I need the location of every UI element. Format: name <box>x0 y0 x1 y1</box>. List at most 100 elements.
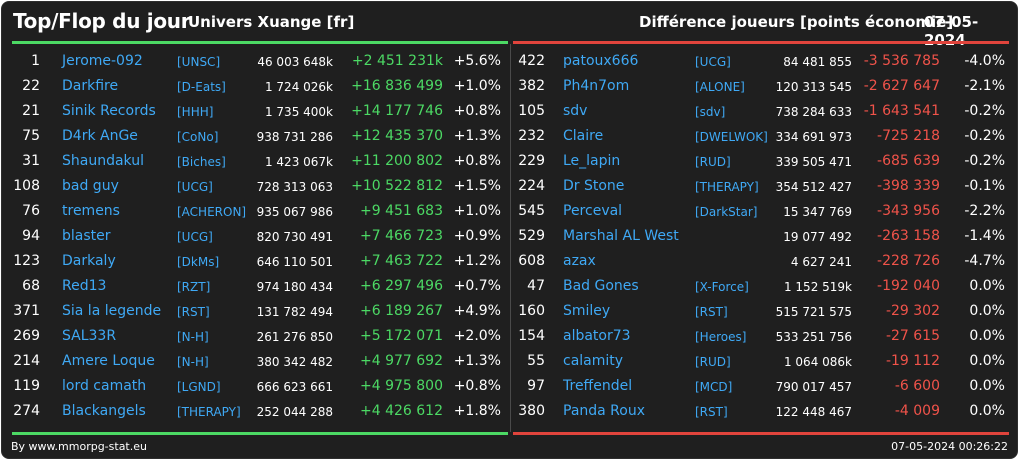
alliance-tag-link[interactable]: [CoNo] <box>177 130 219 144</box>
header: Top/Flop du jour Univers Xuange [fr] Dif… <box>2 2 1017 49</box>
percent-change: +0.7% <box>453 278 501 294</box>
alliance-tag-link[interactable]: [N-H] <box>177 355 209 369</box>
alliance-tag-link[interactable]: [UCG] <box>695 55 731 69</box>
points-difference: +7 463 722 <box>360 253 443 269</box>
player-name-link[interactable]: albator73 <box>563 328 631 344</box>
table-row: 105 sdv [sdv] 738 284 633 -1 643 541 -0.2% <box>513 99 1009 124</box>
percent-change: -4.0% <box>964 53 1005 69</box>
player-name-link[interactable]: tremens <box>62 203 120 219</box>
player-name-link[interactable]: Panda Roux <box>563 403 646 419</box>
player-name-link[interactable]: Darkfire <box>62 78 119 94</box>
percent-change: +2.0% <box>453 328 501 344</box>
alliance-tag-link[interactable]: [DWELWOK] <box>695 130 768 144</box>
alliance-tag-link[interactable]: [RST] <box>695 305 728 319</box>
alliance-tag-link[interactable]: [ALONE] <box>695 80 745 94</box>
percent-change: -0.2% <box>964 128 1005 144</box>
player-name-link[interactable]: Claire <box>563 128 604 144</box>
alliance-tag-link[interactable]: [DarkStar] <box>695 205 758 219</box>
alliance-tag-link[interactable]: [Heroes] <box>695 330 747 344</box>
table-row: 274 Blackangels [THERAPY] 252 044 288 +4 426… <box>12 399 508 424</box>
alliance-tag-link[interactable]: [ACHERON] <box>177 205 247 219</box>
percent-change: -0.1% <box>964 178 1005 194</box>
player-name-link[interactable]: D4rk AnGe <box>62 128 138 144</box>
alliance-tag-link[interactable]: [X-Force] <box>695 280 749 294</box>
percent-change: +0.9% <box>453 228 501 244</box>
player-rank: 229 <box>518 153 545 169</box>
player-name-link[interactable]: SAL33R <box>62 328 117 344</box>
column-divider <box>510 44 511 432</box>
percent-change: 0.0% <box>969 278 1005 294</box>
player-rank: 154 <box>518 328 545 344</box>
top-losers-list: 422 patoux666 [UCG] 84 481 855 -3 536 785 -4.… <box>513 49 1009 424</box>
player-name-link[interactable]: Smiley <box>563 303 611 319</box>
player-name-link[interactable]: bad guy <box>62 178 119 194</box>
player-name-link[interactable]: azax <box>563 253 596 269</box>
player-total-points: 533 251 756 <box>775 330 852 344</box>
player-name-link[interactable]: Perceval <box>563 203 623 219</box>
player-name-link[interactable]: Treffendel <box>563 378 633 394</box>
table-row: 380 Panda Roux [RST] 122 448 467 -4 009 0.0% <box>513 399 1009 424</box>
player-name-link[interactable]: Amere Loque <box>62 353 155 369</box>
player-name-link[interactable]: Sia la legende <box>62 303 162 319</box>
alliance-tag-link[interactable]: [THERAPY] <box>695 180 759 194</box>
server-name: Univers Xuange [fr] <box>188 13 355 31</box>
alliance-tag-link[interactable]: [RUD] <box>695 155 731 169</box>
player-name-link[interactable]: Blackangels <box>62 403 146 419</box>
player-name-link[interactable]: Shaundakul <box>62 153 144 169</box>
points-difference: +12 435 370 <box>351 128 443 144</box>
player-rank: 31 <box>22 153 40 169</box>
alliance-tag-link[interactable]: [RST] <box>177 305 210 319</box>
player-name-link[interactable]: lord camath <box>62 378 147 394</box>
player-name-link[interactable]: Le_lapin <box>563 153 621 169</box>
player-name-link[interactable]: patoux666 <box>563 53 639 69</box>
table-row: 224 Dr Stone [THERAPY] 354 512 427 -398 339 -… <box>513 174 1009 199</box>
player-name-link[interactable]: Darkaly <box>62 253 116 269</box>
alliance-tag-link[interactable]: [THERAPY] <box>177 405 241 419</box>
metric-label: Différence joueurs [points économie] <box>639 13 954 31</box>
alliance-tag-link[interactable]: [MCD] <box>695 380 733 394</box>
player-name-link[interactable]: Sinik Records <box>62 103 156 119</box>
table-row: 371 Sia la legende [RST] 131 782 494 +6 189 … <box>12 299 508 324</box>
alliance-tag-link[interactable]: [RST] <box>695 405 728 419</box>
player-rank: 1 <box>31 53 40 69</box>
table-row: 1 Jerome-092 [UNSC] 46 003 648k +2 451 231k +… <box>12 49 508 74</box>
alliance-tag-link[interactable]: [LGND] <box>177 380 221 394</box>
points-difference: -228 726 <box>877 253 940 269</box>
alliance-tag-link[interactable]: [RUD] <box>695 355 731 369</box>
player-rank: 21 <box>22 103 40 119</box>
alliance-tag-link[interactable]: [Biches] <box>177 155 226 169</box>
player-total-points: 19 077 492 <box>783 230 852 244</box>
alliance-tag-link[interactable]: [UCG] <box>177 230 213 244</box>
player-name-link[interactable]: sdv <box>563 103 588 119</box>
points-difference: +5 172 071 <box>360 328 443 344</box>
bottom-divider-green <box>12 432 508 435</box>
player-name-link[interactable]: Jerome-092 <box>62 53 143 69</box>
player-name-link[interactable]: Dr Stone <box>563 178 625 194</box>
player-name-link[interactable]: calamity <box>563 353 624 369</box>
alliance-tag-link[interactable]: [UCG] <box>177 180 213 194</box>
player-name-link[interactable]: Bad Gones <box>563 278 639 294</box>
alliance-tag-link[interactable]: [RZT] <box>177 280 211 294</box>
points-difference: -3 536 785 <box>863 53 940 69</box>
player-name-link[interactable]: Marshal AL West <box>563 228 679 244</box>
alliance-tag-link[interactable]: [sdv] <box>695 105 726 119</box>
table-row: 214 Amere Loque [N-H] 380 342 482 +4 977 692… <box>12 349 508 374</box>
alliance-tag-link[interactable]: [HHH] <box>177 105 214 119</box>
points-difference: +11 200 802 <box>351 153 443 169</box>
table-row: 382 Ph4n7om [ALONE] 120 313 545 -2 627 647 -2… <box>513 74 1009 99</box>
alliance-tag-link[interactable]: [D-Eats] <box>177 80 226 94</box>
table-row: 31 Shaundakul [Biches] 1 423 067k +11 200 80… <box>12 149 508 174</box>
player-name-link[interactable]: blaster <box>62 228 111 244</box>
points-difference: -27 615 <box>885 328 940 344</box>
player-total-points: 354 512 427 <box>775 180 852 194</box>
alliance-tag-link[interactable]: [UNSC] <box>177 55 221 69</box>
alliance-tag-link[interactable]: [N-H] <box>177 330 209 344</box>
player-rank: 68 <box>22 278 40 294</box>
player-total-points: 1 152 519k <box>783 280 852 294</box>
player-total-points: 938 731 286 <box>256 130 333 144</box>
alliance-tag-link[interactable]: [DkMs] <box>177 255 220 269</box>
player-name-link[interactable]: Red13 <box>62 278 107 294</box>
source-link[interactable]: By www.mmorpg-stat.eu <box>11 440 147 453</box>
player-name-link[interactable]: Ph4n7om <box>563 78 630 94</box>
